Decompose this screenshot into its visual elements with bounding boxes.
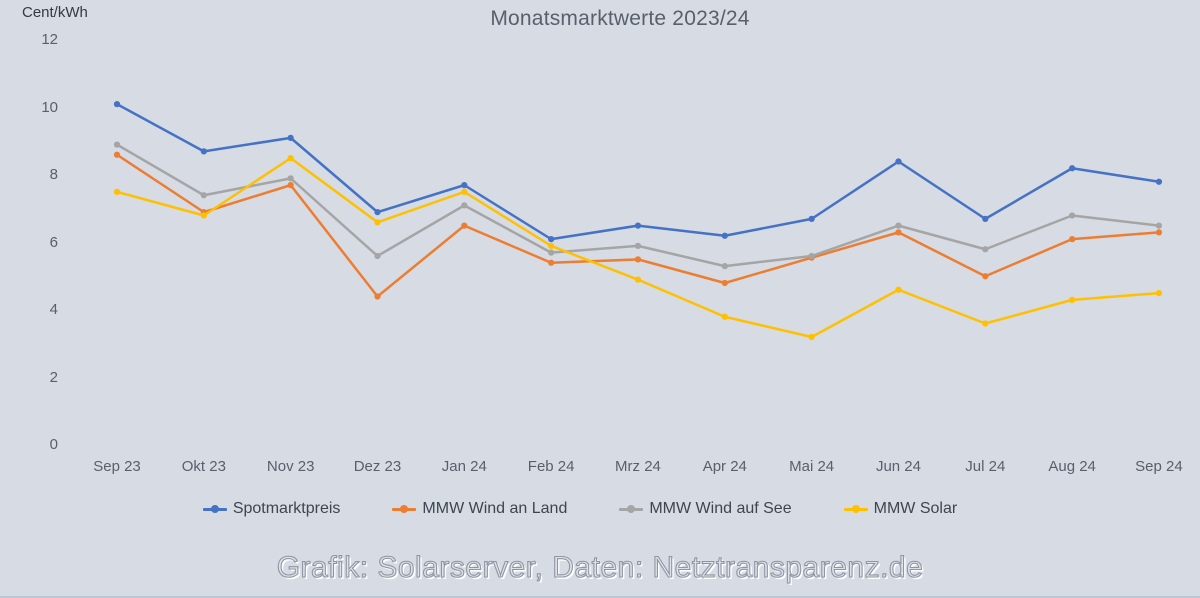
data-point xyxy=(1069,165,1076,172)
data-point xyxy=(113,141,121,148)
data-point xyxy=(1155,222,1163,229)
legend-label: MMW Wind auf See xyxy=(649,500,792,517)
y-tick-label: 10 xyxy=(41,98,58,116)
x-tick-label: Jun 24 xyxy=(875,458,921,475)
x-tick-label: Dez 23 xyxy=(353,458,402,475)
y-tick-label: 8 xyxy=(49,166,58,183)
x-tick-label: Jul 24 xyxy=(965,458,1006,475)
data-point xyxy=(895,229,902,236)
data-point xyxy=(113,188,121,195)
data-point xyxy=(461,222,468,229)
data-point xyxy=(287,182,294,189)
data-point xyxy=(721,313,728,320)
data-point xyxy=(895,158,902,165)
data-point xyxy=(895,222,902,229)
data-point xyxy=(200,192,207,199)
data-point xyxy=(982,246,989,253)
x-tick-label: Feb 24 xyxy=(527,458,575,475)
legend-item-mmw-solar: MMW Solar xyxy=(843,500,958,518)
data-point xyxy=(461,188,468,195)
data-point xyxy=(721,263,728,270)
data-point xyxy=(374,209,381,216)
legend-marker-icon xyxy=(619,504,644,514)
y-tick-label: 12 xyxy=(41,31,58,48)
legend-label: Spotmarktpreis xyxy=(232,500,341,517)
y-tick-label: 6 xyxy=(49,233,58,251)
chart-title: Monatsmarktwerte 2023/24 xyxy=(490,7,750,30)
legend-marker-icon xyxy=(843,504,868,514)
data-point xyxy=(200,212,207,219)
legend: Spotmarktpreis MMW Wind an Land MMW Wind a… xyxy=(0,500,1160,518)
data-point xyxy=(808,215,815,222)
data-point xyxy=(461,202,468,209)
series-line-spotmarktpreis xyxy=(115,102,1161,241)
data-point xyxy=(374,293,381,300)
legend-marker-icon xyxy=(202,504,227,514)
data-point xyxy=(1069,296,1076,303)
legend-label: MMW Solar xyxy=(873,500,958,517)
data-point xyxy=(287,155,294,162)
legend-marker-icon xyxy=(392,504,417,514)
data-point xyxy=(808,333,815,341)
x-tick-label: Jan 24 xyxy=(441,458,487,475)
y-axis-unit-label: Cent/kWh xyxy=(22,4,88,21)
y-tick-label: 4 xyxy=(49,301,58,318)
data-point xyxy=(548,249,555,256)
data-point xyxy=(548,236,555,243)
data-point xyxy=(982,273,989,280)
x-tick-label: Sep 24 xyxy=(1135,458,1183,475)
data-point xyxy=(1155,290,1163,297)
y-tick-label: 0 xyxy=(49,436,58,453)
data-point xyxy=(1069,236,1076,243)
x-tick-label: Mrz 24 xyxy=(615,458,661,475)
data-point xyxy=(634,222,642,229)
x-tick-label: Apr 24 xyxy=(702,458,747,475)
data-point xyxy=(895,286,902,293)
data-point xyxy=(721,232,728,239)
data-point xyxy=(1069,212,1076,219)
data-point xyxy=(287,134,294,141)
x-tick-label: Nov 23 xyxy=(266,458,315,475)
legend-item-spotmarktpreis: Spotmarktpreis xyxy=(202,500,341,518)
data-point xyxy=(548,259,555,266)
x-tick-label: Mai 24 xyxy=(789,458,835,475)
data-point xyxy=(113,151,121,158)
data-point xyxy=(461,182,468,189)
data-point xyxy=(113,101,121,108)
data-point xyxy=(287,175,294,182)
data-point xyxy=(1155,178,1163,185)
data-point xyxy=(1155,229,1163,236)
data-point xyxy=(982,215,989,222)
source-caption: Grafik: Solarserver, Daten: Netztranspar… xyxy=(276,550,924,584)
data-point xyxy=(374,252,381,260)
data-point xyxy=(808,252,815,260)
legend-item-mmw-wind-an-land: MMW Wind an Land xyxy=(392,500,567,518)
x-tick-label: Okt 23 xyxy=(181,458,226,475)
data-point xyxy=(634,242,642,249)
legend-item-mmw-wind-auf-see: MMW Wind auf See xyxy=(619,500,792,518)
data-point xyxy=(548,242,555,249)
y-tick-label: 2 xyxy=(49,368,58,386)
data-point xyxy=(374,219,381,226)
legend-label: MMW Wind an Land xyxy=(422,500,568,517)
data-point xyxy=(982,320,989,327)
x-tick-label: Aug 24 xyxy=(1048,458,1096,475)
x-tick-label: Sep 23 xyxy=(93,458,141,475)
data-point xyxy=(200,148,207,155)
data-point xyxy=(634,256,642,263)
data-point xyxy=(634,276,642,283)
data-point xyxy=(721,279,728,287)
